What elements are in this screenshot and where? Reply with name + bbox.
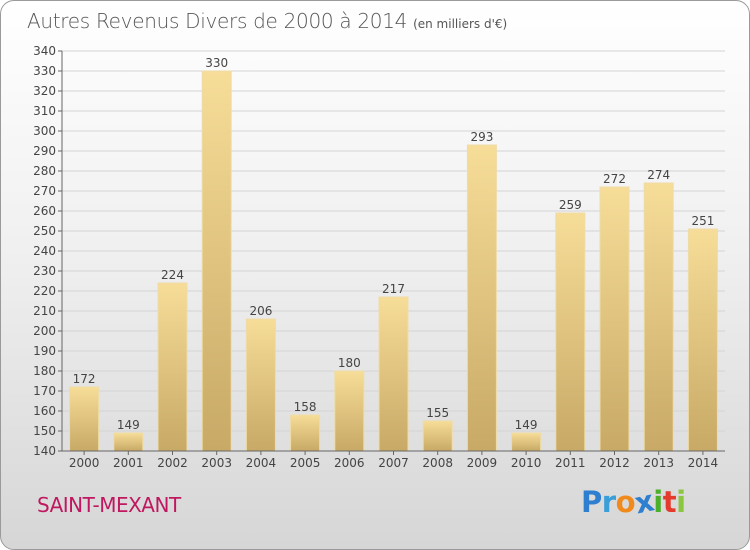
y-tick-label: 320 — [33, 84, 56, 98]
bar-2014 — [687, 228, 718, 452]
x-tick-label-2014: 2014 — [688, 456, 719, 470]
y-tick-label: 250 — [33, 224, 56, 238]
logo-letter: r — [601, 485, 616, 519]
logo-letter: o — [615, 485, 636, 519]
x-tick-label-2013: 2013 — [643, 456, 674, 470]
x-tick-label-2006: 2006 — [334, 456, 365, 470]
y-tick-label: 230 — [33, 264, 56, 278]
x-tick-label-2008: 2008 — [422, 456, 453, 470]
x-tick-label-2001: 2001 — [113, 456, 144, 470]
chart-title: Autres Revenus Divers de 2000 à 2014 (en … — [27, 9, 507, 33]
x-tick-label-2012: 2012 — [599, 456, 630, 470]
x-tick-label-2011: 2011 — [555, 456, 586, 470]
data-label-2004: 206 — [249, 304, 272, 318]
y-tick-label: 340 — [33, 44, 56, 58]
x-tick-label-2004: 2004 — [246, 456, 277, 470]
bar-2000 — [69, 386, 100, 452]
data-label-2011: 259 — [559, 198, 582, 212]
data-label-2006: 180 — [338, 356, 361, 370]
bar-2002 — [157, 282, 188, 452]
data-label-2014: 251 — [691, 214, 714, 228]
bar-2007 — [378, 296, 409, 452]
y-axis: 140 150 160 170 180 190 200 210 220 230 240 250 260 2… — [33, 44, 63, 458]
y-tick-label: 300 — [33, 124, 56, 138]
bar-2013 — [643, 182, 674, 452]
data-label-2002: 224 — [161, 268, 184, 282]
data-label-2012: 272 — [603, 172, 626, 186]
x-axis: 2000 2001 2002 2003 2004 2005 2006 2007 2008 2009… — [62, 450, 725, 470]
logo-letter: i — [676, 485, 686, 519]
data-label-2010: 149 — [515, 418, 538, 432]
bar-2006 — [334, 370, 365, 452]
bar-2005 — [290, 414, 321, 452]
bars — [69, 70, 718, 452]
logo-letter: t — [662, 485, 677, 519]
y-tick-label: 280 — [33, 164, 56, 178]
y-tick-label: 190 — [33, 344, 56, 358]
y-tick-label: 180 — [33, 364, 56, 378]
y-tick-label: 200 — [33, 324, 56, 338]
title-text: Autres Revenus Divers de 2000 à 2014 — [27, 9, 408, 33]
x-tick-label-2007: 2007 — [378, 456, 409, 470]
y-tick-label: 290 — [33, 144, 56, 158]
bar-2001 — [113, 432, 144, 452]
y-tick-label: 220 — [33, 284, 56, 298]
y-tick-label: 260 — [33, 204, 56, 218]
data-label-2007: 217 — [382, 282, 405, 296]
y-tick-label: 310 — [33, 104, 56, 118]
y-tick-label: 330 — [33, 64, 56, 78]
logo-letter: i — [653, 485, 663, 519]
y-tick-label: 150 — [33, 424, 56, 438]
bar-2012 — [599, 186, 630, 452]
y-tick-label: 210 — [33, 304, 56, 318]
y-tick-label: 240 — [33, 244, 56, 258]
y-tick-label: 160 — [33, 404, 56, 418]
x-tick-label-2005: 2005 — [290, 456, 321, 470]
bar-2008 — [422, 420, 453, 452]
x-tick-label-2010: 2010 — [511, 456, 542, 470]
bar-2009 — [466, 144, 497, 452]
x-tick-label-2002: 2002 — [157, 456, 188, 470]
location-name: SAINT-MEXANT — [37, 493, 181, 517]
data-label-2013: 274 — [647, 168, 670, 182]
bar-2004 — [245, 318, 276, 452]
bar-2003 — [201, 70, 232, 452]
proxiti-logo: Proxiti — [581, 483, 686, 520]
bar-2010 — [511, 432, 542, 452]
data-label-2003: 330 — [205, 56, 228, 70]
y-tick-label: 170 — [33, 384, 56, 398]
y-tick-label: 140 — [33, 444, 56, 458]
logo-letter: P — [581, 485, 602, 519]
x-tick-label-2003: 2003 — [201, 456, 232, 470]
y-tick-label: 270 — [33, 184, 56, 198]
data-label-2005: 158 — [294, 400, 317, 414]
data-label-2008: 155 — [426, 406, 449, 420]
data-label-2009: 293 — [470, 130, 493, 144]
title-unit-note: (en milliers d'€) — [413, 17, 508, 31]
data-label-2001: 149 — [117, 418, 140, 432]
data-labels: 172 149 224 330 206 158 180 217 155 293 149 259 272 2… — [73, 56, 715, 432]
x-tick-label-2000: 2000 — [69, 456, 100, 470]
bar-2011 — [555, 212, 586, 452]
x-tick-label-2009: 2009 — [467, 456, 498, 470]
data-label-2000: 172 — [73, 372, 96, 386]
